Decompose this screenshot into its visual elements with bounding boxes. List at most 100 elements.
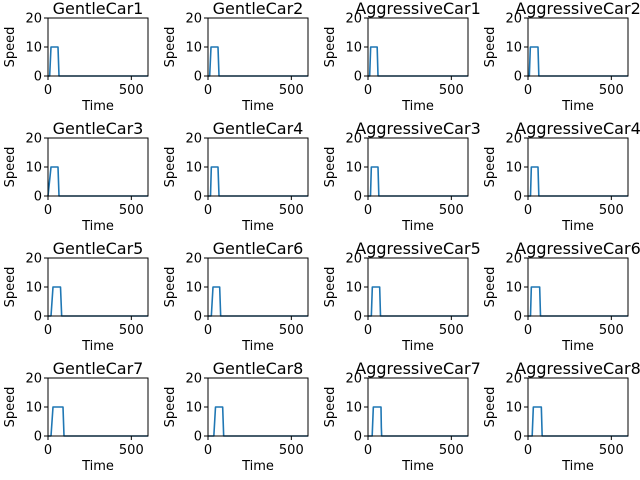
y-axis-label: Speed xyxy=(163,147,178,188)
x-tick-label: 500 xyxy=(119,203,144,218)
y-tick-label: 0 xyxy=(354,190,362,205)
subplot-13: 0 10 20 0 500 GentleCar7 Time Speed xyxy=(3,359,149,474)
x-tick-label: 0 xyxy=(524,443,532,458)
x-tick-label: 0 xyxy=(44,323,52,338)
y-tick-label: 10 xyxy=(185,401,202,416)
x-tick-label: 0 xyxy=(204,203,212,218)
x-axis-label: Time xyxy=(241,459,274,474)
y-tick-label: 20 xyxy=(345,372,362,387)
x-tick-label: 0 xyxy=(364,323,372,338)
x-tick-label: 500 xyxy=(279,83,304,98)
y-axis-label: Speed xyxy=(3,387,18,428)
subplot-14: 0 10 20 0 500 GentleCar8 Time Speed xyxy=(163,359,309,474)
x-tick-label: 500 xyxy=(599,443,624,458)
y-tick-label: 0 xyxy=(194,430,202,445)
x-tick-label: 500 xyxy=(439,323,464,338)
x-tick-label: 0 xyxy=(364,83,372,98)
y-tick-label: 20 xyxy=(185,12,202,27)
x-tick-label: 500 xyxy=(599,323,624,338)
x-tick-label: 0 xyxy=(44,203,52,218)
x-tick-label: 0 xyxy=(204,323,212,338)
x-tick-label: 0 xyxy=(524,83,532,98)
y-tick-label: 20 xyxy=(345,12,362,27)
y-tick-label: 20 xyxy=(185,252,202,267)
subplot-title: AggressiveCar8 xyxy=(515,359,640,378)
y-tick-label: 10 xyxy=(505,41,522,56)
x-axis-label: Time xyxy=(401,99,434,114)
subplot-grid: 0 10 20 0 500 GentleCar1 Time Speed 0 10 20 0 500 Gen… xyxy=(3,0,640,474)
x-tick-label: 500 xyxy=(599,203,624,218)
subplot-15: 0 10 20 0 500 AggressiveCar7 Time Speed xyxy=(323,359,481,474)
y-tick-label: 10 xyxy=(185,161,202,176)
x-axis-label: Time xyxy=(241,99,274,114)
y-tick-label: 0 xyxy=(514,190,522,205)
y-axis-label: Speed xyxy=(483,267,498,308)
x-axis-label: Time xyxy=(561,459,594,474)
subplot-12: 0 10 20 0 500 AggressiveCar6 Time Speed xyxy=(483,239,640,354)
subplot-8: 0 10 20 0 500 AggressiveCar4 Time Speed xyxy=(483,119,640,234)
y-tick-label: 0 xyxy=(354,70,362,85)
y-axis-label: Speed xyxy=(3,27,18,68)
x-tick-label: 500 xyxy=(439,203,464,218)
y-tick-label: 10 xyxy=(25,401,42,416)
subplot-title: AggressiveCar7 xyxy=(355,359,481,378)
y-axis-label: Speed xyxy=(323,147,338,188)
y-axis-label: Speed xyxy=(3,147,18,188)
y-tick-label: 10 xyxy=(345,281,362,296)
y-axis-label: Speed xyxy=(163,267,178,308)
y-tick-label: 0 xyxy=(34,430,42,445)
y-tick-label: 0 xyxy=(194,310,202,325)
x-tick-label: 500 xyxy=(279,203,304,218)
x-tick-label: 500 xyxy=(119,323,144,338)
x-tick-label: 0 xyxy=(524,323,532,338)
x-axis-label: Time xyxy=(561,339,594,354)
x-axis-label: Time xyxy=(561,219,594,234)
x-tick-label: 500 xyxy=(279,443,304,458)
subplot-4: 0 10 20 0 500 AggressiveCar2 Time Speed xyxy=(483,0,640,114)
y-tick-label: 20 xyxy=(505,132,522,147)
y-tick-label: 0 xyxy=(354,430,362,445)
subplot-3: 0 10 20 0 500 AggressiveCar1 Time Speed xyxy=(323,0,481,114)
subplot-11: 0 10 20 0 500 AggressiveCar5 Time Speed xyxy=(323,239,481,354)
subplot-title: GentleCar2 xyxy=(213,0,304,18)
subplot-title: GentleCar4 xyxy=(213,119,304,138)
subplot-title: GentleCar8 xyxy=(213,359,304,378)
y-tick-label: 10 xyxy=(345,161,362,176)
y-tick-label: 0 xyxy=(34,70,42,85)
subplot-title: GentleCar5 xyxy=(53,239,144,258)
y-axis-label: Speed xyxy=(483,147,498,188)
x-tick-label: 500 xyxy=(279,323,304,338)
x-axis-label: Time xyxy=(561,99,594,114)
y-tick-label: 10 xyxy=(505,281,522,296)
y-tick-label: 20 xyxy=(505,372,522,387)
y-tick-label: 20 xyxy=(505,252,522,267)
subplot-7: 0 10 20 0 500 AggressiveCar3 Time Speed xyxy=(323,119,481,234)
x-tick-label: 500 xyxy=(599,83,624,98)
y-axis-label: Speed xyxy=(483,27,498,68)
subplot-9: 0 10 20 0 500 GentleCar5 Time Speed xyxy=(3,239,149,354)
y-tick-label: 10 xyxy=(25,161,42,176)
subplot-title: GentleCar3 xyxy=(53,119,144,138)
x-axis-label: Time xyxy=(401,339,434,354)
x-tick-label: 0 xyxy=(364,203,372,218)
y-tick-label: 20 xyxy=(25,132,42,147)
y-axis-label: Speed xyxy=(323,387,338,428)
subplot-title: GentleCar6 xyxy=(213,239,304,258)
y-tick-label: 10 xyxy=(505,401,522,416)
y-axis-label: Speed xyxy=(483,387,498,428)
y-tick-label: 10 xyxy=(185,281,202,296)
y-tick-label: 10 xyxy=(345,401,362,416)
y-tick-label: 0 xyxy=(194,190,202,205)
y-tick-label: 20 xyxy=(185,372,202,387)
y-tick-label: 0 xyxy=(514,310,522,325)
y-axis-label: Speed xyxy=(323,27,338,68)
y-tick-label: 10 xyxy=(505,161,522,176)
y-tick-label: 10 xyxy=(345,41,362,56)
y-tick-label: 10 xyxy=(25,281,42,296)
subplot-title: AggressiveCar5 xyxy=(355,239,481,258)
y-tick-label: 20 xyxy=(345,132,362,147)
y-tick-label: 0 xyxy=(34,190,42,205)
subplot-title: GentleCar7 xyxy=(53,359,144,378)
